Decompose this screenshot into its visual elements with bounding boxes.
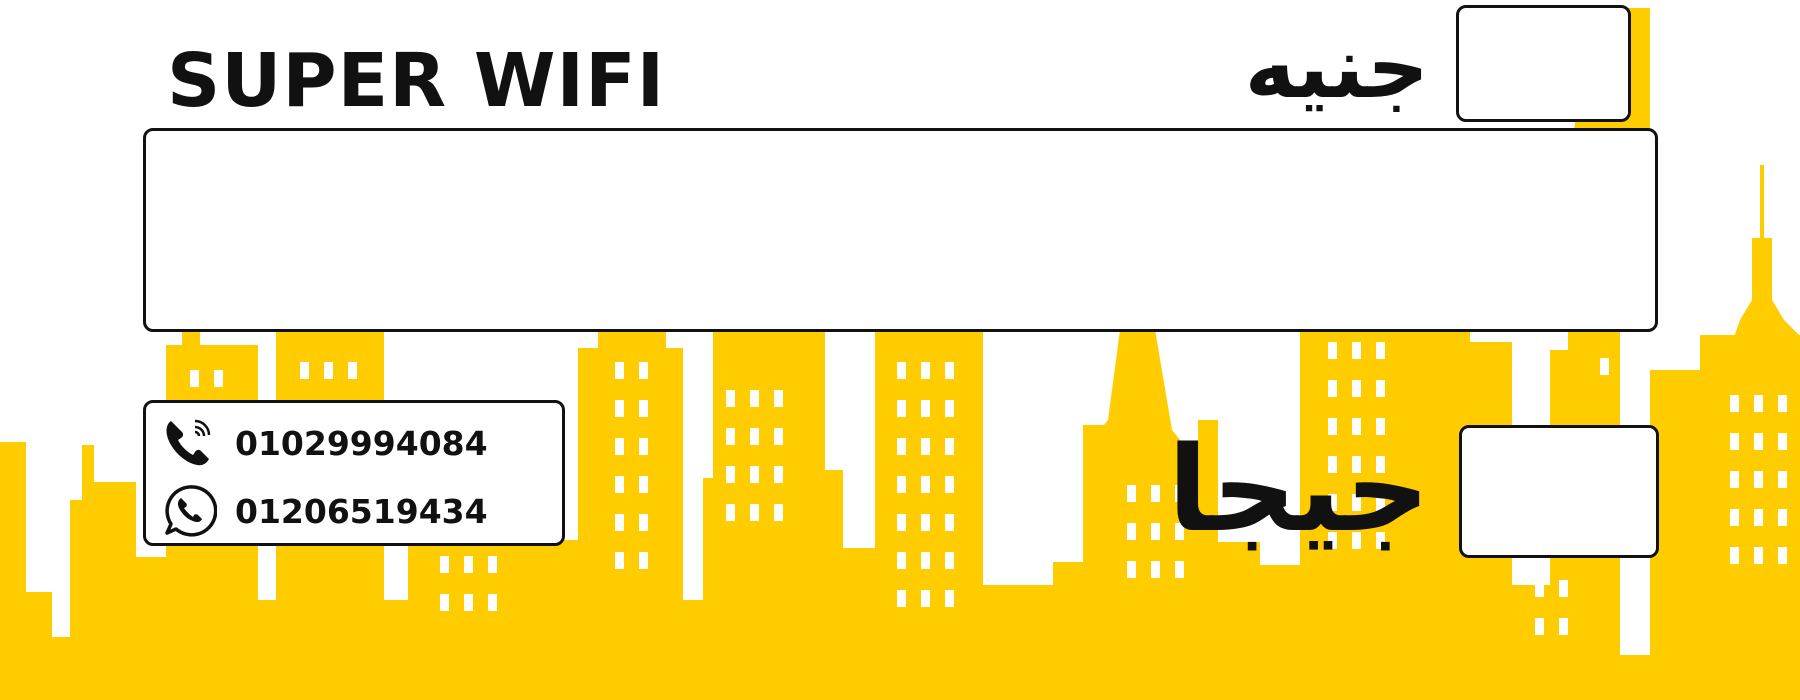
data-unit-label: جيجا: [1167, 420, 1430, 558]
contact-card: 01029994084 01206519434: [143, 400, 565, 546]
phone-number: 01029994084: [235, 423, 488, 463]
contact-row-whatsapp: 01206519434: [161, 483, 488, 539]
main-text-panel[interactable]: [143, 128, 1658, 332]
brand-title: SUPER WIFI: [167, 38, 666, 124]
contact-row-phone: 01029994084: [161, 415, 488, 471]
phone-call-icon: [166, 419, 211, 466]
data-amount-input-box[interactable]: [1459, 425, 1659, 558]
whatsapp-icon: [165, 485, 217, 537]
currency-label: جنيه: [1244, 18, 1429, 118]
price-input-box[interactable]: [1456, 5, 1631, 122]
whatsapp-number: 01206519434: [235, 491, 488, 531]
